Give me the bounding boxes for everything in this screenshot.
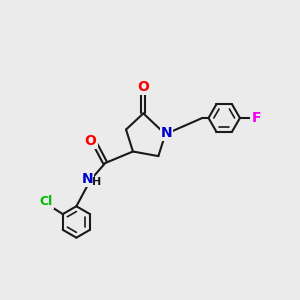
Text: Cl: Cl xyxy=(39,195,52,208)
Text: F: F xyxy=(251,111,261,125)
Text: N: N xyxy=(82,172,93,186)
Text: O: O xyxy=(85,134,97,148)
Text: N: N xyxy=(160,126,172,140)
Text: O: O xyxy=(137,80,149,94)
Text: H: H xyxy=(92,177,101,187)
